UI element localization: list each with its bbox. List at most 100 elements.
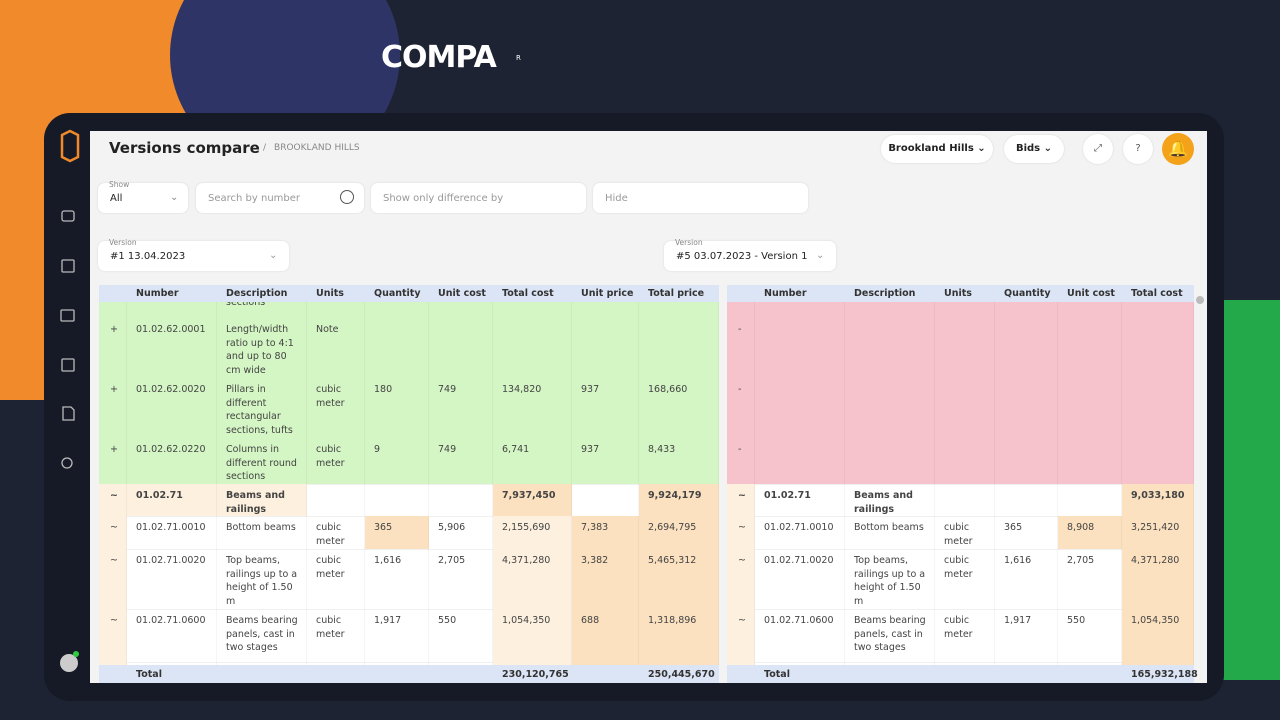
version-select[interactable]: Version #1 13.04.2023 ⌄ — [98, 238, 289, 271]
hide-select[interactable]: Hide — [593, 183, 808, 213]
difference-select[interactable]: Show only difference by — [371, 183, 586, 213]
table-cell — [995, 378, 1058, 438]
icon[interactable] — [62, 406, 75, 421]
table-cell: 19,785 — [1058, 662, 1122, 665]
table-cell — [1058, 378, 1122, 438]
table-cell: 4,371,280 — [1122, 549, 1194, 609]
table-cell: 5,906 — [429, 516, 493, 549]
table-row: ~01.02.71 Beams and railings 7,937,450 9,92… — [99, 484, 719, 517]
total-cell: 230,120,765 — [502, 669, 569, 680]
table-cell: Length/width ratio up to 4:1 and up to 8… — [217, 318, 307, 378]
table-cell — [493, 318, 572, 378]
logo — [60, 129, 80, 163]
icon[interactable] — [60, 309, 75, 322]
table-cell: cubic — [935, 662, 995, 665]
table-cell: cubic meter — [307, 609, 365, 662]
table-cell: 01.02.71.0610 — [127, 662, 217, 665]
table-cell — [572, 484, 639, 516]
table-cell: 01.02.62.0220 — [127, 438, 217, 484]
version-select[interactable]: Version #5 03.07.2023 - Version 1 ⌄ — [664, 238, 836, 271]
right-table: Number Description Units Quantity Unit cost T… — [727, 285, 1198, 683]
row-marker: - — [727, 438, 755, 484]
table-row: ~01.02.71.0020 Top beams, railings up to … — [99, 549, 719, 610]
screen: Versions compare / BROOKLAND HILLS Brookl… — [90, 131, 1207, 683]
table-cell: 168,660 — [639, 378, 719, 438]
column-header: Description — [854, 288, 916, 299]
column-header: Units — [316, 288, 344, 299]
table-row: ~01.02.71.0600 Beams bearing panels, cast… — [727, 609, 1194, 663]
row-marker: ~ — [99, 662, 127, 665]
avatar[interactable] — [60, 654, 78, 672]
notifications[interactable]: 🔔 — [1162, 133, 1194, 165]
table-cell: 937 — [572, 378, 639, 438]
table-cell — [755, 378, 845, 438]
left-table: Number Description Units Quantity Unit cost T… — [99, 285, 719, 683]
table-cell: 01.02.71.0610 — [755, 662, 845, 665]
table-row: - — [727, 378, 1194, 439]
table-cell: 18 — [995, 662, 1058, 665]
table-cell — [1058, 318, 1122, 378]
table-body: sections +01.02.62.0001 Length/width ratio… — [99, 302, 719, 665]
breadcrumb[interactable]: / BROOKLAND HILLS — [263, 143, 360, 153]
table-cell: 2,694,795 — [639, 516, 719, 549]
table-cell: Top beams, railings up to a height of 1.… — [217, 549, 307, 609]
project-name: Brookland Hills — [888, 143, 974, 154]
row-marker: ~ — [727, 609, 755, 662]
icon[interactable] — [61, 259, 75, 273]
table-cell: 749 — [429, 378, 493, 438]
table-cell: Bottom beams — [845, 516, 935, 549]
table-cell: cubic meter — [307, 438, 365, 484]
field-label: Version — [109, 238, 137, 247]
column-header: Description — [226, 288, 288, 299]
show-filter[interactable]: Show All ⌄ — [98, 180, 188, 213]
chevron: ⌄ — [816, 250, 825, 261]
help-button[interactable]: ? — [1123, 134, 1153, 164]
table-cell: 01.02.71.0010 — [755, 516, 845, 549]
table-cell — [493, 302, 572, 318]
table-cell: 8,908 — [1058, 516, 1122, 549]
table-cell: 01.02.71.0600 — [127, 609, 217, 662]
field-value: All — [110, 193, 123, 204]
table-cell — [1058, 302, 1122, 318]
row-marker: ~ — [727, 516, 755, 549]
table-cell: 9,924,179 — [639, 484, 719, 516]
table-cell — [935, 484, 995, 516]
table-cell: 7,383 — [572, 516, 639, 549]
table-cell — [639, 318, 719, 378]
table-cell: 6,741 — [493, 438, 572, 484]
field-label: Show — [109, 180, 130, 189]
table-row: ~01.02.71.0600 Beams bearing panels, cast… — [99, 609, 719, 663]
row-marker: ~ — [727, 549, 755, 609]
table-cell: 365 — [995, 516, 1058, 549]
icon[interactable] — [61, 210, 75, 222]
table-cell — [1122, 302, 1194, 318]
status-dot — [73, 651, 79, 657]
field-value: #1 13.04.2023 — [110, 251, 186, 262]
table-cell: 688 — [572, 609, 639, 662]
table-cell: 749 — [429, 438, 493, 484]
table-cell — [935, 378, 995, 438]
decor-green — [1215, 300, 1280, 680]
table-cell: 18 — [365, 662, 429, 665]
table-cell — [755, 318, 845, 378]
icon[interactable] — [61, 358, 75, 372]
total-cell: 165,932,188 — [1131, 669, 1198, 680]
scrollbar[interactable] — [1196, 296, 1204, 304]
table-cell: 19,785 — [429, 662, 493, 665]
table-cell — [995, 318, 1058, 378]
search-input[interactable]: Search by number — [196, 183, 364, 213]
bids-menu[interactable]: Bids ⌄ — [1004, 135, 1064, 163]
table-row: - — [727, 438, 1194, 485]
breadcrumb-item[interactable]: BROOKLAND HILLS — [274, 143, 360, 153]
row-marker: ~ — [727, 662, 755, 665]
field-value: #5 03.07.2023 - Version 1 — [676, 251, 808, 262]
table-cell: 365 — [365, 516, 429, 549]
table-cell: 01.02.71.0020 — [755, 549, 845, 609]
row-marker: - — [727, 318, 755, 378]
project-select[interactable]: Brookland Hills ⌄ — [881, 135, 993, 163]
expand-button[interactable]: ⤢ — [1083, 134, 1113, 164]
table-row: ~01.02.71.0020 Top beams, railings up to … — [727, 549, 1194, 610]
icon[interactable] — [61, 457, 73, 469]
column-header: Unit cost — [1067, 288, 1115, 299]
